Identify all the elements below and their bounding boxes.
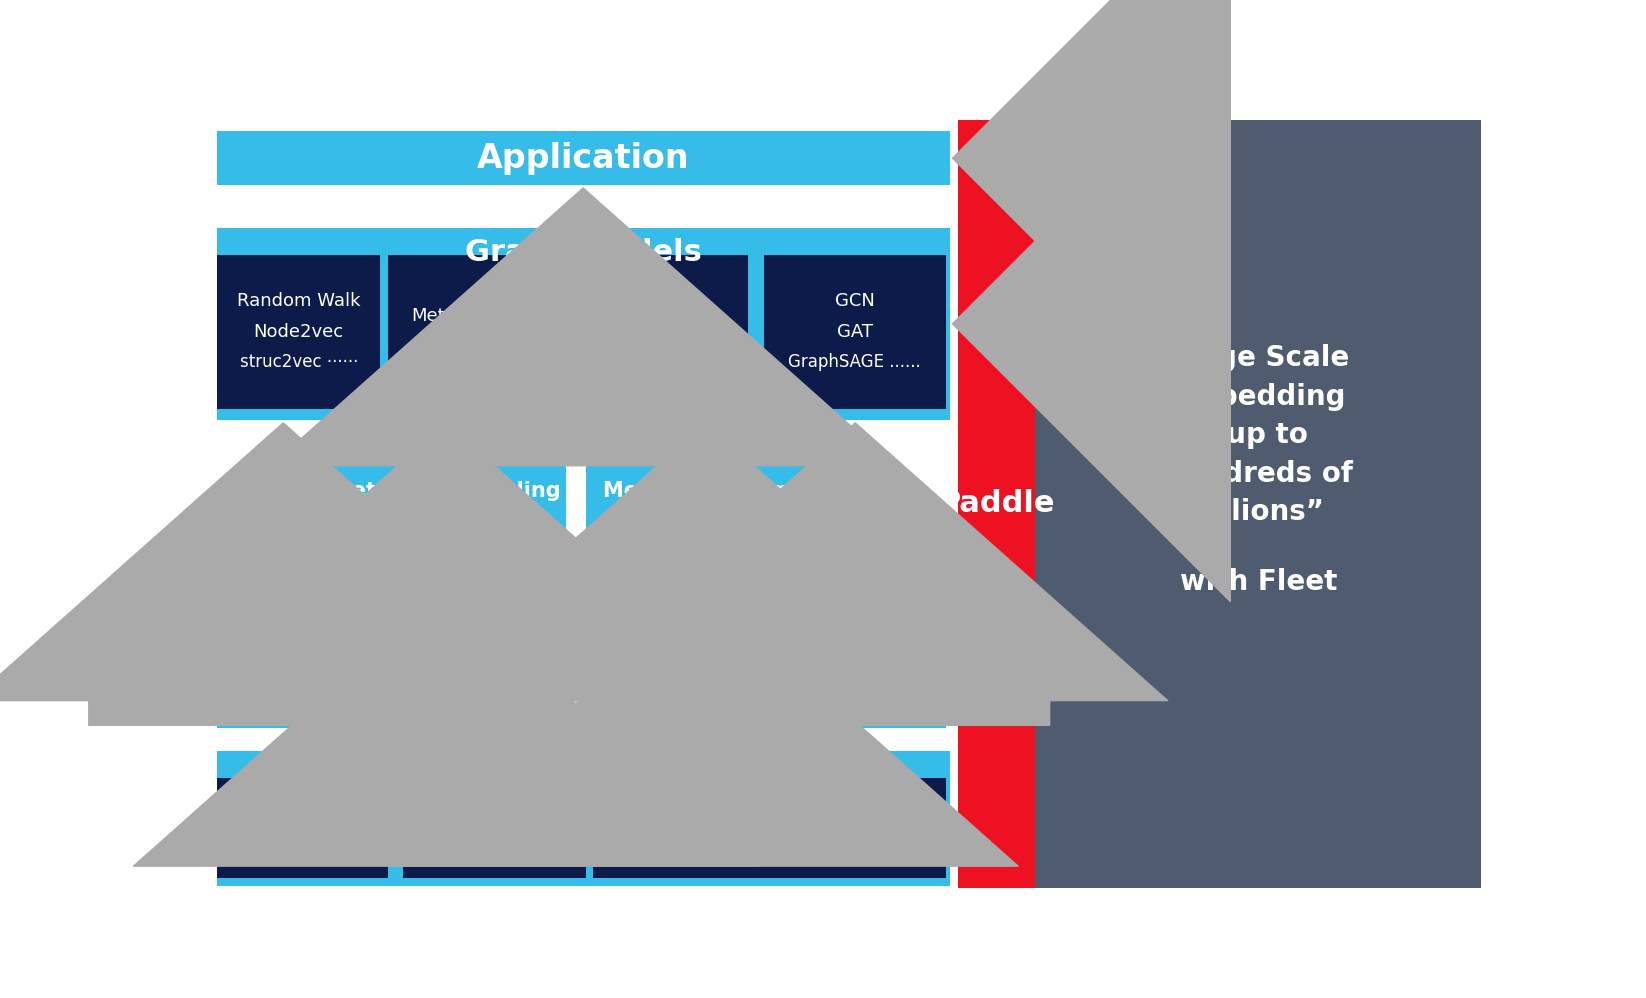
Text: on: on xyxy=(435,516,458,535)
Text: ......: ...... xyxy=(650,341,685,359)
Text: Graph Representation: Graph Representation xyxy=(272,680,515,700)
Bar xyxy=(388,254,563,408)
Bar xyxy=(764,254,946,408)
Bar xyxy=(958,120,1035,888)
Text: Paddle: Paddle xyxy=(938,489,1055,519)
Text: GraphSAGE ......: GraphSAGE ...... xyxy=(788,353,922,371)
Text: MetaPath Sampling: MetaPath Sampling xyxy=(331,481,561,501)
Bar xyxy=(217,254,380,408)
Bar xyxy=(326,458,566,586)
Bar xyxy=(217,228,950,420)
Text: Embedding: Embedding xyxy=(1170,383,1346,411)
Text: Distributed Visiting: Distributed Visiting xyxy=(224,848,382,866)
Text: Message Passing: Message Passing xyxy=(602,481,805,501)
Bar xyxy=(586,254,749,408)
Text: with Fleet: with Fleet xyxy=(1180,568,1337,596)
Text: GATNE: GATNE xyxy=(637,307,698,325)
Bar xyxy=(217,778,388,824)
Text: Message Passing: Message Passing xyxy=(583,643,825,667)
Text: Heterogeneous Graph: Heterogeneous Graph xyxy=(596,549,811,568)
Text: hundreds of: hundreds of xyxy=(1164,460,1353,488)
Text: Graph Models: Graph Models xyxy=(466,238,701,266)
Bar xyxy=(217,132,950,186)
Bar xyxy=(586,458,821,586)
Text: Graph Neural Network: Graph Neural Network xyxy=(642,680,890,700)
Text: Heterogeneous Graph: Heterogeneous Graph xyxy=(339,549,553,568)
Text: Large Scale: Large Scale xyxy=(1167,344,1350,372)
Text: Distributed Walk: Distributed Walk xyxy=(701,848,838,866)
Text: billions”: billions” xyxy=(1192,498,1323,527)
Bar xyxy=(217,751,950,886)
Text: Random Walk: Random Walk xyxy=(237,291,360,309)
Text: Application: Application xyxy=(477,142,690,175)
Text: Based: Based xyxy=(802,643,877,667)
Text: “up to: “up to xyxy=(1208,421,1309,449)
Text: struc2vec ······: struc2vec ······ xyxy=(240,353,357,371)
Text: MetaPath2Vec: MetaPath2Vec xyxy=(412,307,538,325)
Bar xyxy=(1035,120,1481,888)
Text: on: on xyxy=(691,516,716,535)
Text: GCN: GCN xyxy=(835,291,874,309)
Text: Distributed: Distributed xyxy=(723,784,816,802)
Text: Distributed Sampling: Distributed Sampling xyxy=(407,848,583,866)
Text: Distributed: Distributed xyxy=(257,784,349,802)
Text: Node2vec: Node2vec xyxy=(253,322,344,340)
Bar xyxy=(586,609,946,729)
Bar xyxy=(217,836,388,878)
Text: ......: ...... xyxy=(458,341,492,359)
Text: Distributed Graph Engine: Distributed Graph Engine xyxy=(385,760,783,788)
Bar xyxy=(593,836,946,878)
Text: Graph Storage: Graph Storage xyxy=(242,801,364,819)
Text: Walk: Walk xyxy=(313,643,382,667)
Bar xyxy=(593,778,946,824)
Text: Based: Based xyxy=(402,643,479,667)
Bar xyxy=(403,836,586,878)
Text: GAT: GAT xyxy=(836,322,872,340)
Bar xyxy=(217,609,570,729)
Text: Subgraph Generation: Subgraph Generation xyxy=(681,801,859,819)
